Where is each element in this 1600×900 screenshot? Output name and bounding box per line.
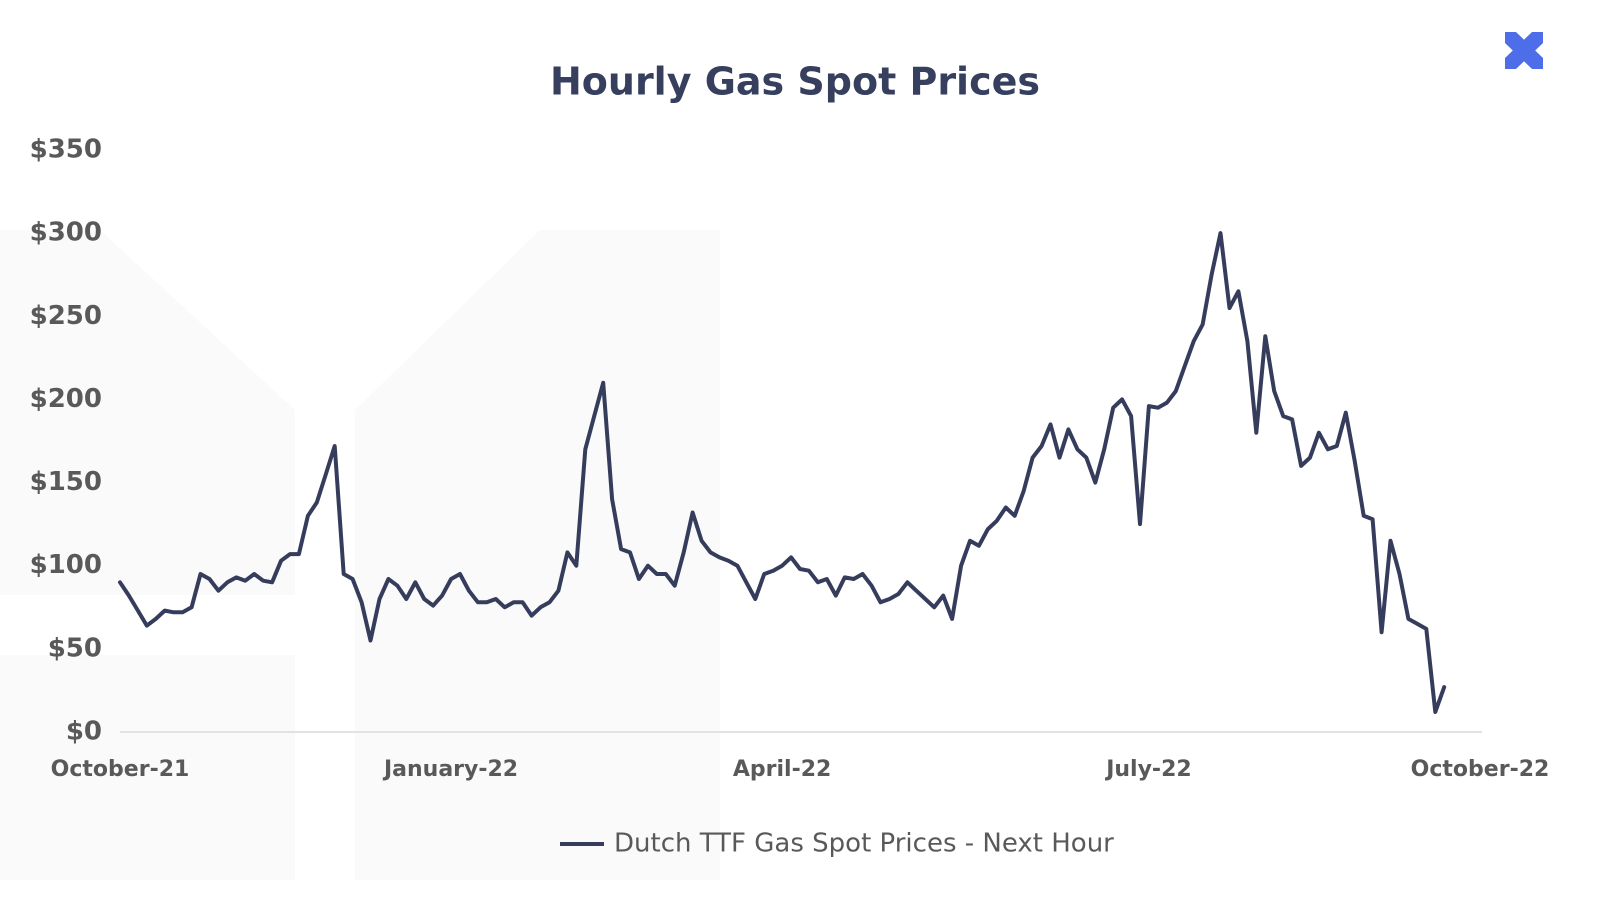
chart-title: Hourly Gas Spot Prices xyxy=(550,60,1040,104)
legend-label: Dutch TTF Gas Spot Prices - Next Hour xyxy=(614,829,1114,859)
y-tick-label: $100 xyxy=(30,550,102,580)
x-tick-label: October-21 xyxy=(51,757,190,782)
y-tick-label: $150 xyxy=(30,467,102,497)
y-tick-label: $200 xyxy=(30,384,102,414)
x-tick-label: January-22 xyxy=(382,757,518,782)
y-tick-label: $350 xyxy=(30,135,102,165)
x-tick-label: October-22 xyxy=(1411,757,1550,782)
watermark-shape xyxy=(0,655,295,880)
watermark-shape xyxy=(355,230,720,880)
watermark-shape xyxy=(0,230,295,595)
y-tick-label: $300 xyxy=(30,218,102,248)
series-line xyxy=(118,231,1447,714)
x-tick-label: July-22 xyxy=(1104,757,1191,782)
y-tick-label: $0 xyxy=(66,717,102,747)
y-tick-label: $50 xyxy=(48,633,102,663)
watermark xyxy=(0,230,720,880)
logo-stroke xyxy=(1505,32,1543,69)
y-tick-label: $250 xyxy=(30,301,102,331)
logo xyxy=(1505,32,1543,69)
x-tick-label: April-22 xyxy=(733,757,831,782)
